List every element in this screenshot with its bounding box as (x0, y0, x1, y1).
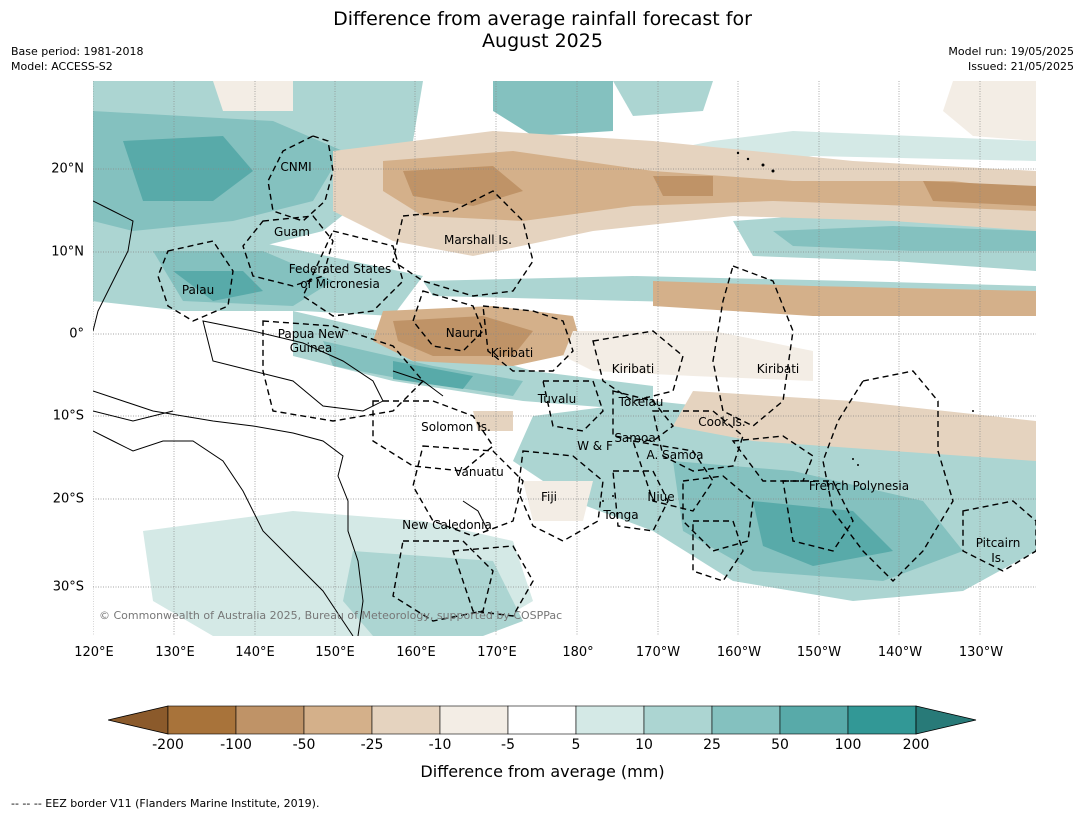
label-fiji: Fiji (541, 490, 557, 504)
label-guam: Guam (274, 225, 310, 239)
label-png-2: Guinea (290, 341, 333, 355)
model-name: Model: ACCESS-S2 (11, 60, 113, 73)
eez-footnote: -- -- -- EEZ border V11 (Flanders Marine… (11, 797, 320, 810)
lat-label-0: 0° (69, 326, 84, 342)
map-title: Difference from average rainfall forecas… (0, 8, 1085, 52)
eez-borders (157, 135, 1036, 622)
label-french-polynesia: French Polynesia (809, 479, 909, 493)
meta-left: Base period: 1981-2018 Model: ACCESS-S2 (11, 44, 143, 74)
colorbar-tick-label: -100 (220, 737, 252, 753)
label-fsm-2: of Micronesia (300, 277, 380, 291)
label-samoa: Samoa (614, 431, 655, 445)
colorbar-tick-label: 10 (635, 737, 653, 753)
map-canvas: CNMI Guam Marshall Is. Federated States … (93, 81, 1036, 636)
label-wf: W & F (577, 439, 613, 453)
lon-label-140e: 140°E (235, 645, 275, 660)
colorbar-tick-label: 200 (902, 737, 930, 753)
colorbar-segment (235, 705, 305, 735)
label-new-caledonia: New Caledonia (402, 518, 492, 532)
islands (602, 151, 974, 502)
label-nauru: Nauru (446, 326, 482, 340)
rainfall-map: CNMI Guam Marshall Is. Federated States … (93, 81, 1036, 636)
colorbar-segment (303, 705, 373, 735)
model-run: Model run: 19/05/2025 (948, 45, 1074, 58)
colorbar-tick-label: -5 (501, 737, 515, 753)
colorbar-tick-label: 5 (571, 737, 581, 753)
lat-label-20s: 20°S (52, 491, 84, 507)
label-vanuatu: Vanuatu (454, 465, 504, 479)
lon-label-130w: 130°W (958, 645, 1004, 660)
label-pitcairn-1: Pitcairn (976, 536, 1021, 550)
label-cnmi: CNMI (280, 160, 311, 174)
label-kiribati-1: Kiribati (491, 346, 533, 360)
copyright-notice: © Commonwealth of Australia 2025, Bureau… (99, 609, 563, 622)
label-tonga: Tonga (602, 508, 638, 522)
colorbar-segment (371, 705, 441, 735)
meta-right: Model run: 19/05/2025 Issued: 21/05/2025 (948, 44, 1074, 74)
label-cook: Cook Is. (698, 415, 745, 429)
lon-label-140w: 140°W (877, 645, 923, 660)
label-palau: Palau (182, 283, 214, 297)
lon-label-170w: 170°W (635, 645, 681, 660)
label-solomon: Solomon Is. (421, 420, 491, 434)
colorbar-segment (167, 705, 237, 735)
lon-label-160e: 160°E (396, 645, 436, 660)
colorbar-segment (575, 705, 645, 735)
label-png-1: Papua New (278, 327, 345, 341)
label-asamoa: A. Samoa (647, 448, 704, 462)
label-kiribati-2: Kiribati (612, 362, 654, 376)
colorbar-segment (711, 705, 781, 735)
colorbar-label: Difference from average (mm) (420, 762, 665, 781)
colorbar-segment (779, 705, 849, 735)
region-labels: CNMI Guam Marshall Is. Federated States … (182, 160, 1020, 565)
label-marshall: Marshall Is. (444, 233, 512, 247)
colorbar-tick-label: -200 (152, 737, 184, 753)
graticule (93, 81, 1036, 636)
dry-anomaly-fields (213, 81, 1036, 521)
issued-date: Issued: 21/05/2025 (967, 60, 1074, 73)
lon-label-150e: 150°E (315, 645, 355, 660)
colorbar-segment (507, 705, 577, 735)
title-line-1: Difference from average rainfall forecas… (333, 8, 752, 30)
colorbar-tick-label: -25 (360, 737, 384, 753)
lon-label-150w: 150°W (796, 645, 842, 660)
lat-label-10n: 10°N (51, 244, 84, 260)
colorbar-segment (439, 705, 509, 735)
lat-label-30s: 30°S (52, 579, 84, 595)
title-line-2: August 2025 (482, 30, 603, 52)
lon-label-130e: 130°E (155, 645, 195, 660)
coastlines (93, 200, 489, 636)
colorbar-tick-label: -10 (428, 737, 452, 753)
label-niue: Niue (647, 490, 674, 504)
lon-label-180: 180° (562, 645, 594, 660)
label-kiribati-3: Kiribati (757, 362, 799, 376)
colorbar-segment (847, 705, 917, 735)
lon-label-160w: 160°W (716, 645, 762, 660)
label-pitcairn-2: Is. (991, 551, 1005, 565)
colorbar-tick-label: 50 (771, 737, 789, 753)
colorbar-segment (643, 705, 713, 735)
lat-label-10s: 10°S (52, 408, 84, 424)
lon-label-170e: 170°E (477, 645, 517, 660)
colorbar-extend-low (108, 705, 169, 735)
colorbar-extend-high (915, 705, 977, 735)
colorbar-tick-label: 25 (703, 737, 721, 753)
label-tokelau: Tokelau (618, 395, 664, 409)
lon-label-120e: 120°E (74, 645, 114, 660)
colorbar-tick-label: -50 (292, 737, 316, 753)
base-period: Base period: 1981-2018 (11, 45, 144, 58)
label-fsm-1: Federated States (289, 262, 391, 276)
label-tuvalu: Tuvalu (537, 392, 577, 406)
colorbar-tick-label: 100 (834, 737, 862, 753)
colorbar (108, 705, 977, 735)
lat-label-20n: 20°N (51, 161, 84, 177)
